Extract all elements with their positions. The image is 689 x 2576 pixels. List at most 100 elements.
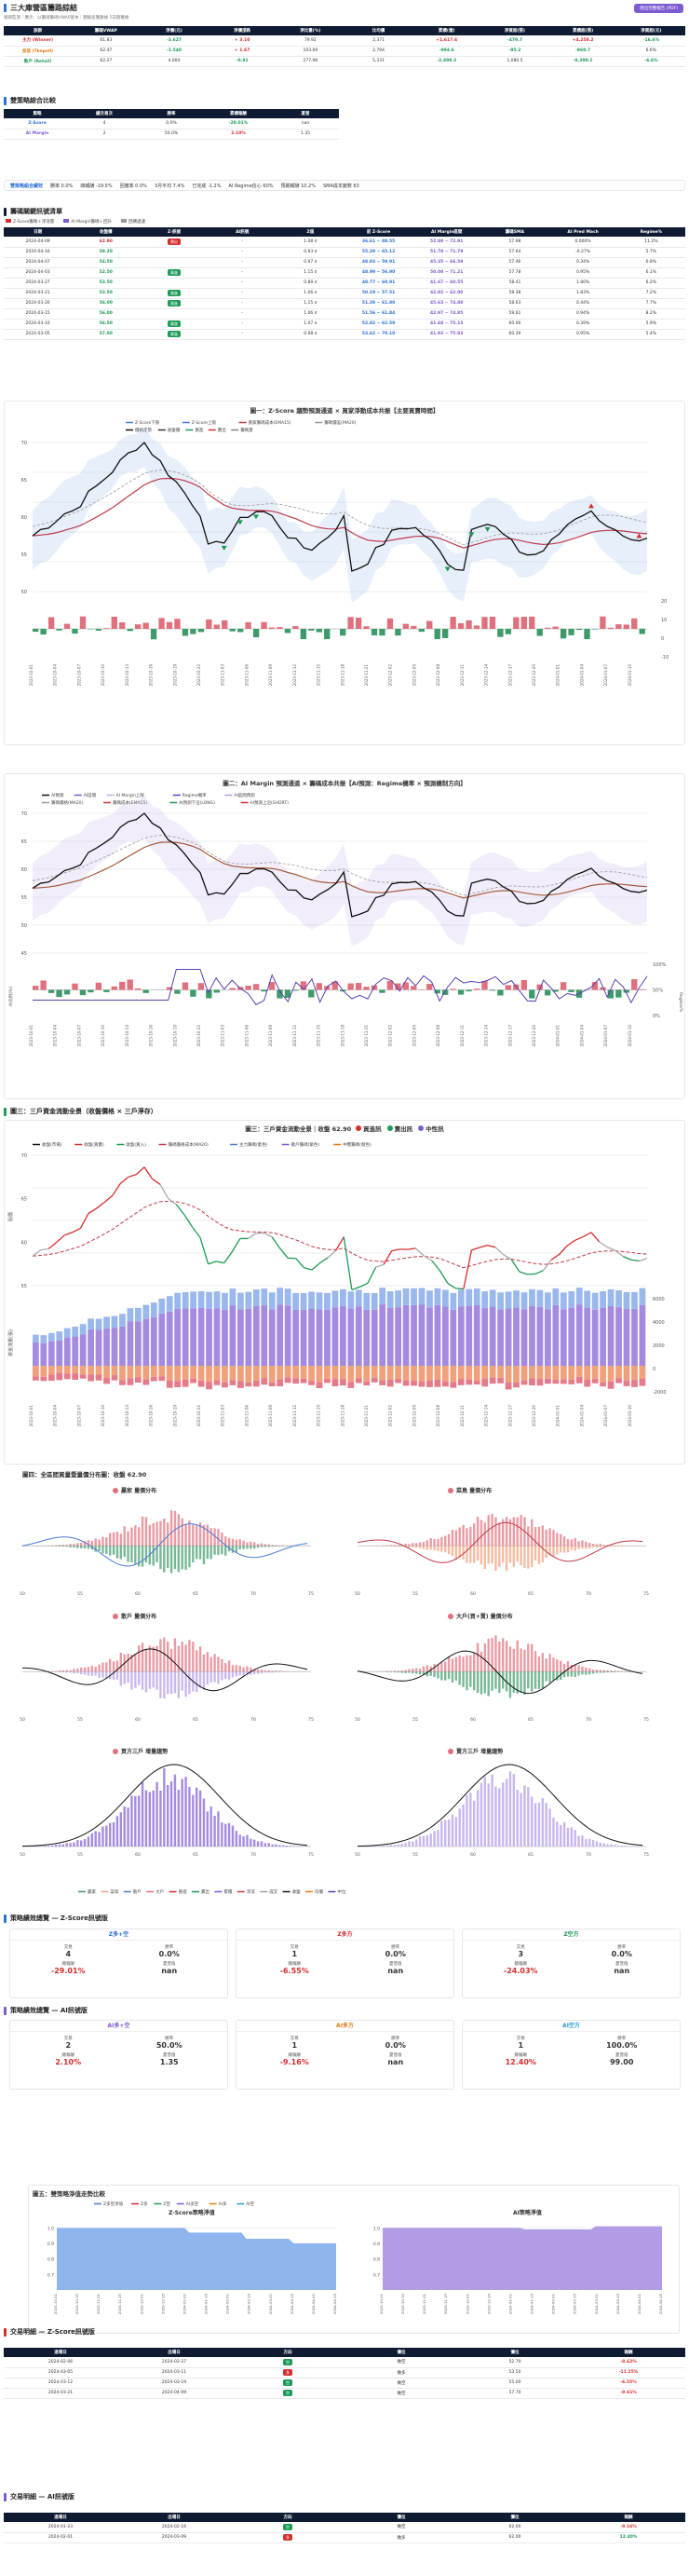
dist-bar-down — [94, 1546, 97, 1552]
dist-bar-up — [440, 1536, 443, 1547]
perf-card[interactable]: Z多方 交易 1 勝率 0.0% 總報酬 -6.55% 夏普值 nan — [236, 1929, 454, 1998]
flow-bar-retail — [489, 1306, 496, 1366]
trades-z-row[interactable]: 2024-03-21 2024-04-09 空做空 57.70 -8.61% — [4, 2388, 685, 2399]
flow-bar-main — [639, 1288, 646, 1305]
trades-ai-row[interactable]: 2024-02-01 2024-03-09 多做多 62.00 12.40% — [4, 2532, 685, 2543]
dist-bar-up — [87, 1540, 90, 1547]
dist-bar-down — [87, 1671, 90, 1676]
trades-z-row[interactable]: 2024-02-06 2024-02-27 空做空 52.70 -8.62% — [4, 2357, 685, 2368]
signal-row[interactable]: 2024-04-03 52.50 買進 -1.15 σ 48.99 ~ 56.90 50.… — [4, 267, 685, 279]
flow-bar-main — [268, 1292, 276, 1310]
dist-bar-up — [566, 1661, 570, 1672]
direction-badge: 空 — [283, 2390, 292, 2396]
x-tick-label: 2023-11-15 — [317, 1025, 321, 1047]
perf-card[interactable]: AI多方 交易 1 勝率 0.0% 總報酬 -9.16% 夏普值 nan — [236, 2020, 454, 2090]
dist-bar-down — [109, 1546, 112, 1556]
dist-bar-up — [227, 1660, 231, 1672]
summary-row[interactable]: 投信 (Tkepoll) 62.47 -1.540 + 1.67 103.69 2,794… — [4, 46, 685, 57]
trades-z-title: 交易明細 — Z-Score訊號版 — [10, 2328, 95, 2336]
growth-bar — [141, 1782, 144, 1847]
dist-bar-up — [545, 1529, 547, 1547]
summary-cell: 79.92 — [276, 35, 344, 47]
trades-z-row[interactable]: 2024-03-12 2024-03-19 空做空 55.00 -6.55% — [4, 2378, 685, 2389]
flow-bar-mid — [466, 1366, 473, 1380]
dist-bar-down — [90, 1671, 94, 1676]
perf-card[interactable]: AI空方 交易 1 勝率 100.0% 總報酬 12.40% 夏普值 99.00 — [462, 2020, 681, 2090]
x-tick-label: 2023-12-02 — [388, 1405, 393, 1427]
dist-bar-up — [389, 1670, 393, 1672]
signal-cell: 36.61 ~ 88.55 — [344, 237, 413, 248]
trades-z-column-header: 出場日 — [117, 2348, 231, 2357]
growth-bar — [260, 1841, 263, 1847]
growth-bar — [541, 1798, 545, 1847]
signal-row[interactable]: 2024-03-05 57.00 買進 -0.98 σ 53.62 ~ 70.10 41.… — [4, 329, 685, 340]
signal-cell: 1.08 σ — [276, 237, 344, 248]
signal-row[interactable]: 2024-04-16 59.20-0.93 σ 55.29 ~ 65.12 51.78… — [4, 247, 685, 258]
signal-row[interactable]: 2024-04-09 62.90 賣出 -1.08 σ 36.61 ~ 88.55 52.… — [4, 237, 685, 248]
signal-row[interactable]: 2024-03-27 53.50-0.89 σ 48.77 ~ 60.91 41.67… — [4, 278, 685, 289]
flow-bar-main — [150, 1302, 157, 1317]
legend-dot-icon — [418, 1125, 425, 1131]
dist-bar-up — [235, 1665, 238, 1672]
chart1-legend-item: 收盤價 — [168, 427, 181, 433]
signal-row[interactable]: 2024-03-10 56.50 買進 -1.07 σ 52.82 ~ 62.59 41.… — [4, 319, 685, 330]
flow-bar-mid — [450, 1366, 457, 1383]
dist-bar-up — [429, 1666, 432, 1672]
x-tick-label: 50 — [355, 1717, 360, 1723]
flow-bar-mid — [182, 1366, 189, 1380]
dist-bar-up — [231, 1665, 235, 1672]
flow-bar-mid — [252, 1366, 260, 1381]
dist-bar-down — [263, 1671, 267, 1673]
signal-row[interactable]: 2024-04-07 54.50-0.97 σ 48.03 ~ 59.91 45.35… — [4, 257, 685, 268]
export-button[interactable]: 匯出完整報告 (PDF) — [634, 4, 683, 13]
dist-bar-up — [192, 1524, 195, 1547]
volume-bar — [229, 988, 236, 990]
dist-bar-down — [127, 1546, 129, 1562]
summary-row[interactable]: 散戶 (Retail) 62.27 4.004 -0.91 277.96 5,331 -2,… — [4, 56, 685, 67]
x-tick-label: 2023-10-04 — [53, 664, 58, 687]
dist-bar-down — [595, 1671, 599, 1673]
volume-bar — [103, 628, 110, 629]
x-tick-label: 55 — [412, 1591, 418, 1597]
dist-bar-down — [552, 1546, 555, 1557]
dist-bar-up — [61, 1545, 65, 1547]
flow-bar-mid — [142, 1366, 150, 1380]
ai-scoreboard-row[interactable]: Z-Score 4 0.0% -29.01% nan — [4, 118, 339, 129]
dist-bar-up — [505, 1641, 508, 1672]
perf-card[interactable]: Z空方 交易 3 勝率 0.0% 總報酬 -24.03% 夏普值 nan — [462, 1929, 681, 1998]
trades-z-row[interactable]: 2024-03-05 2024-03-11 多做多 53.50 -11.25% — [4, 2367, 685, 2378]
chart5-right-title: AI策略淨值 — [513, 2209, 542, 2216]
volume-bar — [623, 624, 629, 629]
flow-bar-retail — [418, 1304, 426, 1366]
perf-metric: 夏普值 nan — [572, 1961, 673, 1975]
chart5-legend-item: AI多空 — [186, 2201, 199, 2207]
ai-scoreboard-row[interactable]: AI Margin 2 50.0% 2.10% 1.35 — [4, 129, 339, 140]
trades-ai-row[interactable]: 2024-01-23 2024-02-16 空做空 62.00 -9.16% — [4, 2522, 685, 2533]
dist-bar-down — [487, 1671, 490, 1697]
x-tick-label: 65 — [193, 1717, 198, 1723]
perf-card[interactable]: Z多+空 交易 4 勝率 0.0% 總報酬 -29.01% 夏普值 nan — [9, 1929, 228, 1998]
perf-metric-label: 總報酬 — [61, 2053, 75, 2058]
signal-row[interactable]: 2024-03-15 56.00-1.06 σ 51.56 ~ 61.84 42.97… — [4, 308, 685, 320]
chart4-section: 圖四：全區間買量暨量價分布圖：收盤 62.90 贏家 量價分布 50 55 60 65 7… — [4, 1469, 685, 1901]
flow-bar-main — [277, 1288, 284, 1305]
volume-bar — [316, 629, 322, 633]
signal-cell: 59.20 — [72, 247, 141, 258]
flow-bar-main — [245, 1291, 252, 1309]
growth-bar — [51, 1845, 54, 1847]
trades-z-cell: 2024-04-09 — [117, 2388, 231, 2399]
flow-bar-mid — [222, 1366, 228, 1383]
signal-row[interactable]: 2024-03-20 56.00 買進 -1.15 σ 51.29 ~ 61.80 45.… — [4, 298, 685, 309]
x-tick-label: 50 — [20, 1591, 25, 1597]
volume-bar — [213, 624, 220, 629]
chart2-legend-item: AI區間 — [84, 793, 97, 798]
signal-cell: 45.63 ~ 74.88 — [412, 298, 481, 309]
summary-row[interactable]: 主力 (Winner) 61.83 -3.627 + 3.10 79.92 2,371 +1… — [4, 35, 685, 47]
trades-z-cell: 2024-03-19 — [117, 2378, 231, 2389]
signal-row[interactable]: 2024-03-21 53.50 買進 -1.06 σ 50.19 ~ 57.51 42.… — [4, 288, 685, 299]
dist-bar-down — [101, 1546, 104, 1554]
perf-card[interactable]: AI多+空 交易 2 勝率 50.0% 總報酬 2.10% 夏普值 1.35 — [9, 2020, 228, 2090]
volume-bar — [127, 979, 133, 990]
perf-metric-value: -24.03% — [503, 1967, 538, 1975]
dist-bar-down — [610, 1671, 613, 1673]
